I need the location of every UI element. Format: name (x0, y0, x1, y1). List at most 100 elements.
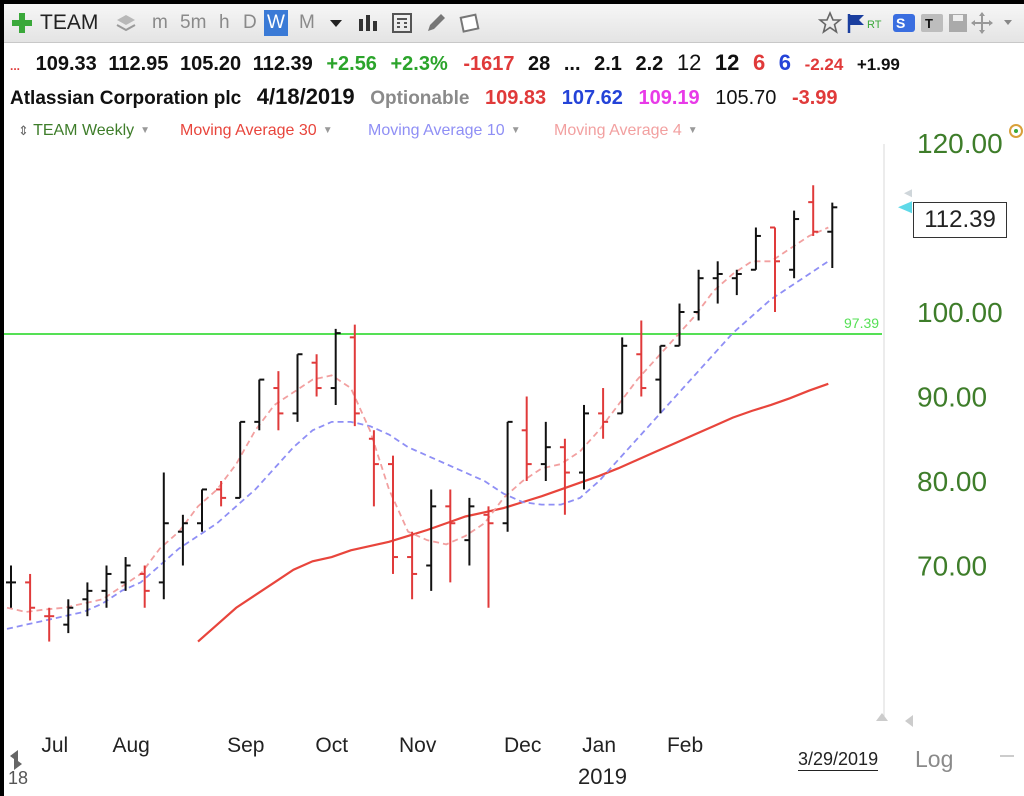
last-price-marker (898, 189, 912, 214)
quote-stat-10: -2.24 (804, 55, 844, 74)
scroll-arrow-icon[interactable] (996, 11, 1020, 35)
price-bar (388, 455, 398, 574)
bar-chart-icon[interactable] (356, 11, 380, 35)
price-bar (502, 420, 513, 532)
quote-stat-3: ... (563, 53, 581, 75)
flag-icon[interactable] (844, 11, 868, 35)
current-date-label[interactable]: 3/29/2019 (798, 749, 879, 771)
price-bar (254, 378, 265, 431)
x-tick-label: Feb (667, 734, 703, 757)
period-5m[interactable]: 5m (180, 12, 207, 33)
price-bar (158, 472, 169, 600)
quote-row-2: Atlassian Corporation plc 4/18/2019 Opti… (10, 84, 838, 112)
star-icon[interactable] (818, 11, 842, 35)
svg-text:T: T (925, 16, 933, 31)
period-m[interactable]: m (152, 12, 168, 33)
price-bar (827, 202, 838, 269)
realtime-icon[interactable]: RT (866, 11, 890, 35)
reorder-icon: ⇕ (18, 123, 29, 139)
x-axis: Jul Aug Sep Oct Nov Dec Jan Feb (41, 734, 703, 757)
price-bar (483, 506, 494, 608)
save-icon[interactable] (946, 11, 970, 35)
period-mo[interactable]: M (299, 12, 315, 33)
price-bar (407, 531, 418, 600)
scroll-up-icon[interactable] (876, 713, 888, 721)
year-label: 2019 (578, 764, 627, 789)
price-bar (693, 269, 704, 321)
y-tick-label: 80.00 (917, 466, 987, 497)
moving-averages (6, 226, 829, 643)
price-bar (464, 497, 475, 566)
quote-low: 105.20 (179, 53, 242, 75)
period-d[interactable]: D (243, 12, 257, 33)
y-tick-label: 120.00 (917, 128, 1003, 159)
last-price-label: 112.39 (913, 202, 1007, 238)
x-tick-label: Jul (41, 734, 68, 757)
caret-icon: ▼ (322, 125, 333, 136)
price-bar (808, 185, 819, 236)
layers-icon[interactable] (114, 11, 138, 35)
t-menu-icon[interactable]: T (920, 11, 944, 35)
price-bars (6, 185, 838, 642)
price-bar (770, 226, 780, 312)
move-icon[interactable] (970, 11, 994, 35)
x-tick-label: Sep (227, 734, 264, 757)
note-icon[interactable] (458, 11, 482, 35)
scroll-left-icon[interactable] (905, 715, 913, 727)
indicator-legend: ⇕ TEAM Weekly ▼ Moving Average 30 ▼ Moving… (4, 118, 1024, 144)
quote-stat-1: -1617 (463, 53, 515, 75)
log-scale-button[interactable]: Log (915, 746, 954, 772)
x-tick-label: Oct (315, 734, 348, 757)
caret-icon: ▼ (140, 125, 151, 136)
price-bar (292, 353, 303, 422)
ma30-line (197, 382, 829, 643)
quote-value-3: 109.19 (638, 87, 700, 109)
quote-value-1: 109.83 (485, 87, 547, 109)
quote-change: +2.56 (326, 53, 377, 75)
quote-stat-7: 12 (714, 50, 740, 75)
dropdown-icon[interactable] (324, 11, 348, 35)
price-bar (235, 420, 246, 499)
quote-open: 109.33 (35, 53, 97, 75)
y-tick-label: 100.00 (917, 297, 1003, 328)
svg-text:S: S (896, 15, 905, 31)
marker-arrow-secondary (904, 189, 912, 198)
x-tick-label: Nov (399, 734, 437, 757)
price-bar (82, 582, 93, 617)
price-bar (655, 344, 666, 414)
calculator-icon[interactable] (390, 11, 414, 35)
price-bar (750, 227, 761, 271)
add-symbol-icon[interactable] (10, 11, 34, 35)
last-price-arrow (898, 201, 912, 214)
horizontal-line-label: 97.39 (844, 315, 879, 331)
swap-icon[interactable] (10, 750, 22, 770)
legend-ma30[interactable]: Moving Average 30 ▼ (180, 118, 333, 144)
period-h[interactable]: h (219, 12, 230, 33)
ma4-line (6, 226, 829, 613)
legend-ma10[interactable]: Moving Average 10 ▼ (368, 118, 521, 144)
settings-icon[interactable] (1008, 123, 1024, 139)
legend-ma10-label: Moving Average 10 (368, 122, 505, 140)
quote-stat-4: 2.1 (594, 53, 622, 75)
quote-value-4: 105.70 (715, 87, 777, 109)
symbol-field[interactable]: TEAM (40, 11, 99, 34)
price-bar (636, 320, 647, 397)
svg-text:RT: RT (867, 19, 882, 31)
price-bar (120, 557, 131, 591)
price-bar (349, 324, 360, 427)
quote-stat-11: +1.99 (856, 55, 900, 74)
period-w-selected[interactable]: W (264, 10, 288, 36)
quote-date: 4/18/2019 (256, 84, 355, 109)
legend-ma4[interactable]: Moving Average 4 ▼ (554, 118, 698, 144)
price-bar (101, 565, 112, 608)
price-bar (731, 269, 742, 296)
price-bar (617, 337, 628, 415)
legend-price[interactable]: ⇕ TEAM Weekly ▼ (18, 118, 150, 144)
y-tick-label: 70.00 (917, 551, 987, 582)
price-bar (63, 599, 74, 634)
pencil-icon[interactable] (424, 11, 448, 35)
s-menu-icon[interactable]: S (892, 11, 916, 35)
legend-ma4-label: Moving Average 4 (554, 122, 682, 140)
